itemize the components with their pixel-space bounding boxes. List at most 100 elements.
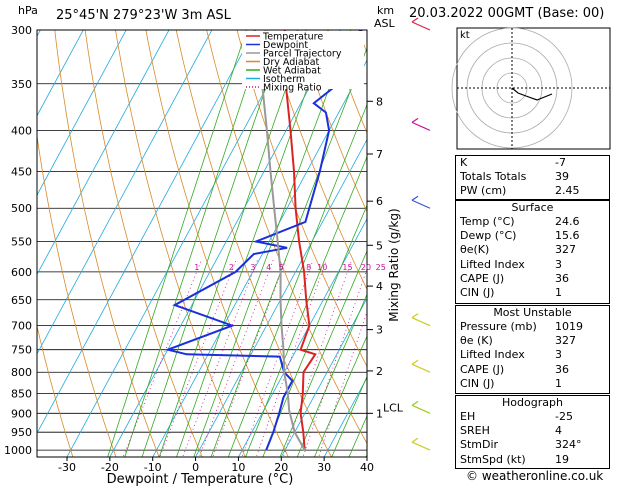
km-tick-label: 8 bbox=[376, 95, 383, 108]
mixing-ratio-line bbox=[255, 259, 327, 457]
temperature-tick-label: 40 bbox=[360, 461, 374, 474]
most-unstable-value: 36 bbox=[555, 362, 569, 376]
pressure-tick-label: 450 bbox=[11, 165, 32, 178]
dewpoint-line bbox=[164, 30, 363, 451]
isotherm-line bbox=[237, 218, 367, 457]
wind-barb-flag bbox=[411, 195, 419, 201]
hodograph-table-title: Hodograph bbox=[502, 396, 563, 409]
km-unit-label: km bbox=[377, 4, 394, 17]
most-unstable-value: 1019 bbox=[555, 320, 583, 333]
plot-frame bbox=[36, 29, 368, 458]
temperature-tick-label: -20 bbox=[101, 461, 119, 474]
pressure-tick-label: 400 bbox=[11, 124, 32, 137]
dry-adiabat-line bbox=[206, 30, 367, 445]
legend-label: Temperature bbox=[262, 32, 323, 43]
surface-label: CAPE (J) bbox=[460, 271, 505, 285]
footer-credit: © weatheronline.co.uk bbox=[466, 469, 604, 483]
temperature-tick-label: 20 bbox=[274, 461, 288, 474]
hodograph-row: StmDir 324° bbox=[456, 438, 609, 452]
dry-adiabat-line bbox=[236, 30, 367, 368]
wind-barb bbox=[411, 404, 431, 414]
km-tick-label: 5 bbox=[376, 239, 383, 252]
wet-adiabat-line bbox=[227, 103, 367, 457]
wind-barb bbox=[411, 121, 431, 131]
surface-value: 3 bbox=[555, 257, 562, 271]
surface-value: 36 bbox=[555, 271, 569, 285]
dry-adiabat-line bbox=[37, 324, 74, 457]
surface-value: 15.6 bbox=[555, 229, 580, 243]
pressure-tick-label: 950 bbox=[11, 426, 32, 439]
most-unstable-row: Lifted Index 3 bbox=[456, 348, 609, 362]
wind-barb bbox=[411, 441, 431, 451]
pressure-tick-label: 550 bbox=[11, 235, 32, 248]
pressure-tick-label: 750 bbox=[11, 344, 32, 357]
wet-adiabat-line bbox=[107, 30, 247, 457]
temperature-tick-label: 0 bbox=[192, 461, 199, 474]
hodograph-value: 4 bbox=[555, 424, 562, 438]
isotherm-line bbox=[37, 30, 213, 355]
isotherm-line bbox=[280, 297, 367, 457]
wet-adiabat-line bbox=[124, 30, 266, 457]
most-unstable-row: θe (K) 327 bbox=[456, 334, 609, 348]
mixing-ratio-line bbox=[241, 259, 314, 457]
dry-adiabat-line bbox=[266, 30, 367, 291]
mixing-ratio-label: 15 bbox=[342, 263, 352, 272]
index-label: K bbox=[460, 156, 468, 169]
index-label: PW (cm) bbox=[460, 184, 507, 198]
wet-adiabat-line bbox=[348, 415, 367, 457]
wind-barb-flag bbox=[411, 17, 419, 23]
wet-adiabat-line bbox=[193, 30, 352, 457]
km-tick-label: 6 bbox=[376, 195, 383, 208]
dry-adiabat-line bbox=[175, 30, 332, 457]
dry-adiabat-line bbox=[618, 6, 629, 467]
wind-barb bbox=[411, 199, 431, 209]
isotherm-line bbox=[37, 30, 127, 196]
mixing-ratio-line bbox=[182, 259, 258, 457]
legend-box bbox=[242, 31, 364, 89]
wet-adiabat-line bbox=[176, 30, 329, 457]
parcel-trajectory-line bbox=[253, 30, 306, 451]
temperature-tick-label: -30 bbox=[58, 461, 76, 474]
surface-row: CIN (J) 1 bbox=[456, 286, 609, 300]
mixing-ratio-axis-title: Mixing Ratio (g/kg) bbox=[387, 208, 401, 321]
legend-label: Mixing Ratio bbox=[263, 83, 322, 94]
most-unstable-label: CAPE (J) bbox=[460, 362, 505, 376]
index-value: 39 bbox=[555, 170, 569, 184]
surface-label: CIN (J) bbox=[460, 285, 495, 299]
mixing-ratio-line bbox=[198, 259, 274, 457]
pressure-tick-label: 600 bbox=[11, 266, 32, 279]
chart-header: hPa 25°45'N 279°23'W 3m ASL km ASL Dewpo… bbox=[18, 4, 401, 486]
most-unstable-value: 327 bbox=[555, 334, 576, 348]
wind-barb-flag bbox=[411, 400, 419, 406]
wet-adiabat-line bbox=[331, 375, 367, 457]
temperature-tick-label: -10 bbox=[144, 461, 162, 474]
isotherm-line bbox=[37, 30, 170, 276]
dry-adiabat-line bbox=[297, 30, 367, 213]
wet-adiabat-line bbox=[296, 293, 367, 457]
hodograph-kt-label: kt bbox=[460, 30, 470, 41]
hodograph-label: EH bbox=[460, 410, 476, 423]
pressure-tick-label: 350 bbox=[11, 78, 32, 91]
wind-barb bbox=[411, 363, 431, 373]
surface-row: Dewp (°C) 15.6 bbox=[456, 229, 609, 243]
pressure-tick-label: 850 bbox=[11, 387, 32, 400]
mixing-ratio-label: 3 bbox=[250, 263, 255, 272]
lcl-label: LCL bbox=[383, 402, 404, 415]
wet-adiabat-line bbox=[245, 155, 367, 457]
dry-adiabat-line bbox=[145, 30, 289, 457]
surface-label: Dewp (°C) bbox=[460, 229, 517, 243]
mixing-ratio-label: 25 bbox=[376, 263, 386, 272]
mixing-ratio-label: 20 bbox=[361, 263, 371, 272]
mixing-ratio-line bbox=[318, 310, 367, 457]
surface-row: θe(K) 327 bbox=[456, 243, 609, 257]
hodograph-label: StmDir bbox=[460, 438, 499, 452]
most-unstable-label: CIN (J) bbox=[460, 376, 495, 390]
mixing-ratio-label: 10 bbox=[317, 263, 327, 272]
temperature-tick-label: 10 bbox=[231, 461, 245, 474]
datetime-label: 20.03.2022 00GMT (Base: 00) bbox=[409, 6, 605, 21]
mixing-ratio-line bbox=[282, 259, 353, 457]
wind-barb-flag bbox=[411, 437, 419, 443]
hodograph-value: -25 bbox=[555, 410, 573, 423]
hodograph-table: Hodograph EH -25 SREH 4 StmDir 324° StmSpd (kt… bbox=[455, 395, 610, 469]
